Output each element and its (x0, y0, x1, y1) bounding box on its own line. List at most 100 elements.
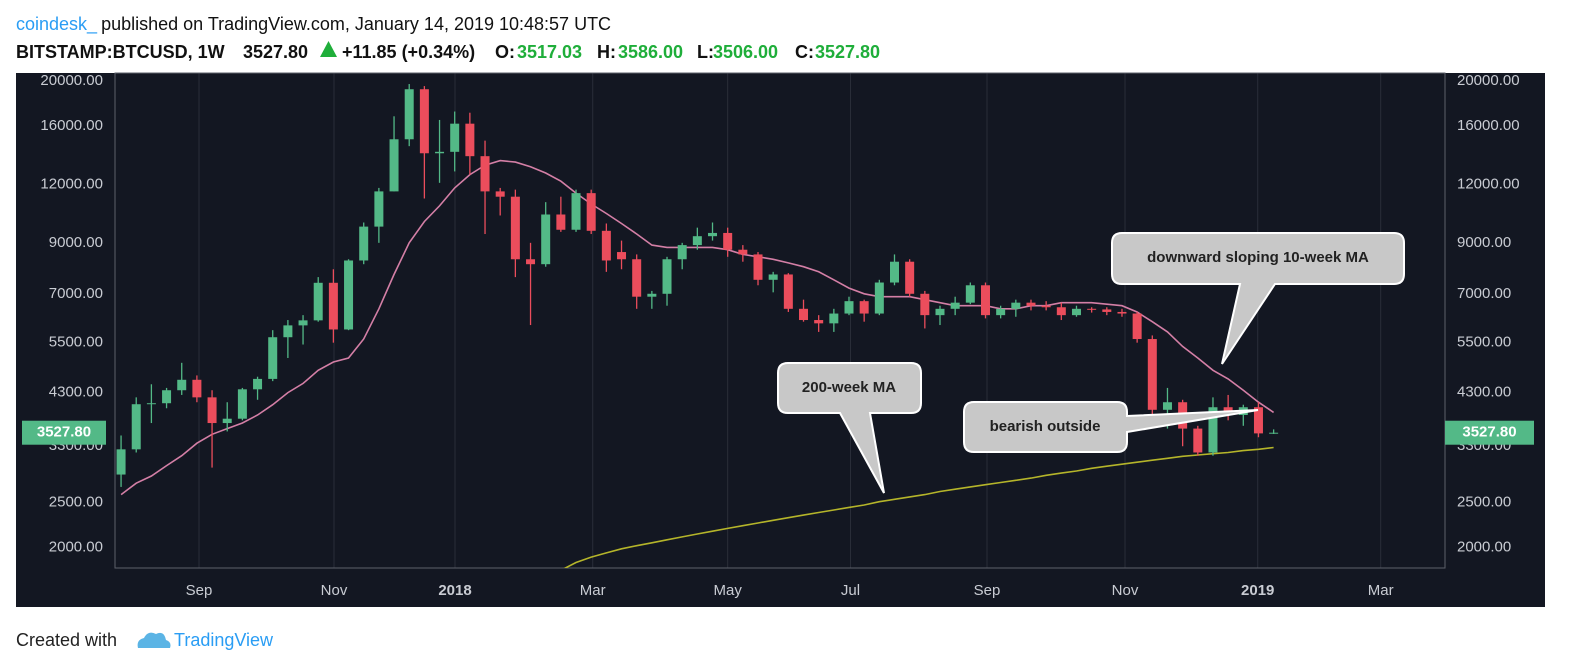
candle-body (526, 259, 536, 265)
candle-body (541, 214, 551, 265)
candle-body (1056, 307, 1066, 316)
candle-body (965, 285, 975, 303)
y-tick-label: 5500.00 (49, 334, 103, 351)
candle-body (465, 123, 475, 157)
candle-body (738, 249, 748, 255)
x-tick-label: 2018 (438, 582, 471, 599)
candle-body (495, 191, 505, 197)
x-tick-label: Mar (580, 582, 606, 599)
candle-body (859, 301, 869, 314)
candle-body (359, 226, 369, 261)
candle-body (1147, 339, 1157, 410)
last: 3527.80 (243, 42, 308, 62)
callout (963, 401, 1259, 453)
candle-body (1132, 313, 1142, 340)
candle-body (131, 404, 141, 450)
y-tick-label: 2000.00 (49, 539, 103, 556)
candle-body (344, 260, 354, 330)
y2-tick-label: 5500.00 (1457, 334, 1511, 351)
candle-body (677, 245, 687, 260)
candle-body (435, 151, 445, 154)
candle-body (268, 337, 278, 379)
l-value: 3506.00 (713, 42, 778, 62)
up-arrow (320, 41, 337, 57)
candle-body (662, 259, 672, 294)
candle-body (1117, 311, 1127, 314)
c-label: C: (795, 42, 814, 62)
footer-brand[interactable]: TradingView (174, 630, 274, 650)
last-price-box (1445, 420, 1534, 445)
y2-tick-label: 2500.00 (1457, 493, 1511, 510)
y2-tick-label: 16000.00 (1457, 117, 1520, 134)
y-tick-label: 16000.00 (40, 117, 103, 134)
candle-body (419, 89, 429, 154)
candle-body (571, 193, 581, 230)
candle-body (146, 403, 156, 405)
x-tick-label: Nov (321, 582, 348, 599)
candle-body (480, 156, 490, 192)
marks (116, 84, 1279, 568)
annotation: 200-week MA (802, 379, 896, 396)
candle-body (920, 293, 930, 316)
candle-body (1041, 305, 1051, 308)
x-tick-label: Sep (186, 582, 213, 599)
h-label: H: (597, 42, 616, 62)
y-tick-label: 20000.00 (40, 72, 103, 89)
candle-body (450, 123, 460, 152)
candle-body (601, 230, 611, 261)
candle-body (692, 236, 702, 246)
y-tick-label: 4300.00 (49, 384, 103, 401)
candle-body (237, 389, 247, 419)
chart-background (16, 73, 1545, 607)
candle-body (1102, 309, 1112, 312)
candle-body (313, 282, 323, 321)
y2-tick-label: 20000.00 (1457, 72, 1520, 89)
candle-body (404, 89, 414, 140)
y-tick-label: 12000.00 (40, 175, 103, 192)
plot-frame (114, 72, 1446, 569)
candle-body (1162, 402, 1172, 410)
candle-body (1087, 308, 1097, 310)
symbol: BITSTAMP:BTCUSD, 1W (16, 42, 225, 62)
candle-body (586, 193, 596, 231)
candle-body (708, 232, 718, 237)
o-value: 3517.03 (517, 42, 582, 62)
candle-body (647, 293, 657, 297)
x-tick-label: May (714, 582, 743, 599)
published: published on TradingView.com, January 14… (101, 14, 611, 34)
x-tick-label: Sep (974, 582, 1001, 599)
candle-body (783, 274, 793, 309)
candle-body (996, 308, 1006, 316)
y2-tick-label: 7000.00 (1457, 285, 1511, 302)
y-tick-label: 9000.00 (49, 234, 103, 251)
footer-created: Created with (16, 630, 117, 650)
candle-body (207, 397, 217, 424)
x-tick-label: Nov (1112, 582, 1139, 599)
candle-body (192, 379, 202, 398)
candle-body (162, 390, 172, 404)
candle-body (1269, 432, 1279, 434)
h-value: 3586.00 (618, 42, 683, 62)
candle-body (632, 259, 642, 297)
candle-body (1208, 407, 1218, 453)
callout (1111, 232, 1405, 365)
candle-body (374, 191, 384, 227)
x-tick-label: 2019 (1241, 582, 1274, 599)
candle-body (510, 196, 520, 260)
moving-average (563, 446, 1274, 568)
candle-body (814, 320, 824, 324)
candle-body (905, 261, 915, 294)
last-price-label: 3527.80 (37, 424, 91, 441)
y2-tick-label: 4300.00 (1457, 384, 1511, 401)
candle-body (177, 379, 187, 391)
candle-body (844, 301, 854, 314)
callout (777, 362, 922, 494)
candle-body (1071, 308, 1081, 316)
logo (137, 632, 171, 648)
candle-body (298, 320, 308, 326)
candle-body (874, 282, 884, 314)
candle-body (753, 254, 763, 280)
last-price-box (22, 420, 106, 445)
o-label: O: (495, 42, 515, 62)
